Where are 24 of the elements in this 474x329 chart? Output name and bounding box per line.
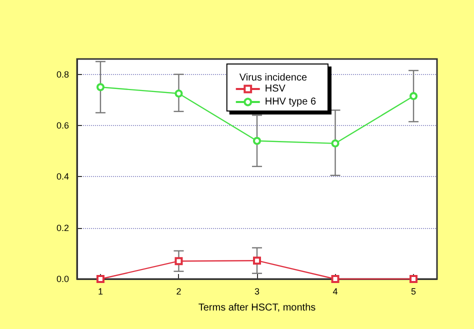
point: [253, 256, 261, 265]
point: [410, 275, 418, 283]
point: [331, 139, 340, 148]
x-tick-label: 4: [332, 286, 338, 296]
x-tick-label: 5: [411, 286, 416, 296]
y-tick-label: 0.6: [56, 120, 69, 131]
point: [174, 257, 183, 266]
y-tick-label: 0.8: [56, 69, 69, 80]
y-tick-label: 0.2: [56, 222, 69, 233]
x-axis-title: Terms after HSCT, months: [198, 302, 316, 314]
point: [410, 92, 418, 100]
legend-title: Virus incidence: [239, 72, 308, 84]
x-tick-label: 2: [176, 286, 182, 296]
y-tick-label: 0.0: [56, 274, 69, 284]
x-tick-label: 3: [254, 286, 260, 296]
legend-label: HHV type 6: [264, 96, 316, 108]
point: [174, 90, 183, 98]
legend-label: HSV: [264, 84, 286, 94]
point: [96, 83, 104, 92]
point: [96, 275, 104, 283]
x-tick-label: 1: [98, 286, 103, 296]
point: [253, 136, 261, 145]
y-tick-label: 0.4: [56, 172, 69, 182]
point: [331, 275, 340, 283]
